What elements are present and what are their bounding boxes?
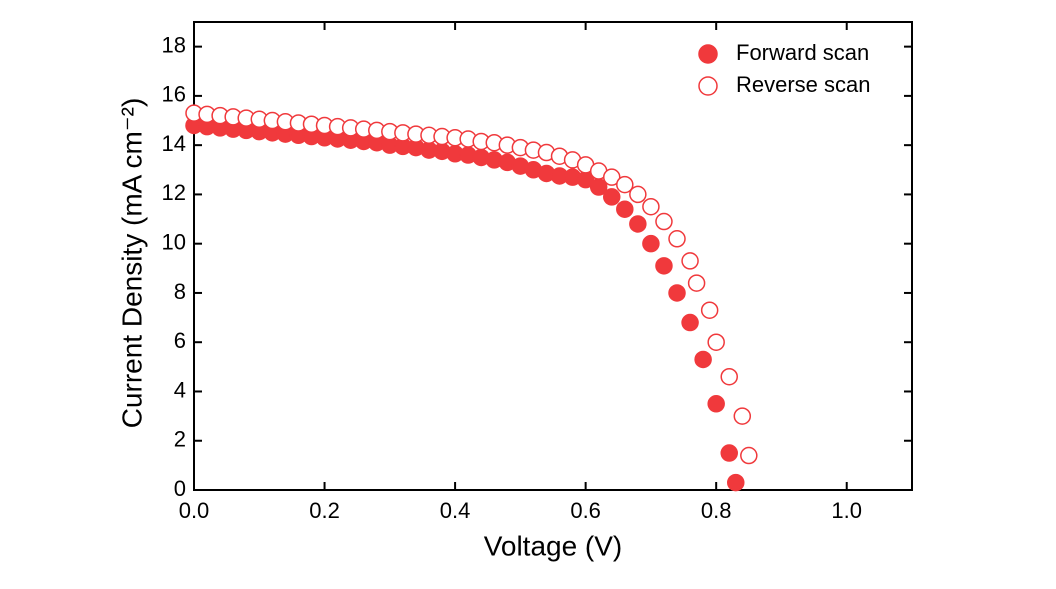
y-axis-label: Current Density (mA cm⁻²) bbox=[116, 98, 147, 429]
y-tick-label: 8 bbox=[174, 279, 186, 304]
x-axis-label: Voltage (V) bbox=[484, 530, 623, 561]
y-tick-label: 18 bbox=[162, 32, 186, 57]
data-point bbox=[707, 395, 725, 413]
y-tick-label: 16 bbox=[162, 82, 186, 107]
legend-label: Forward scan bbox=[736, 40, 869, 65]
y-tick-label: 0 bbox=[174, 476, 186, 501]
data-point bbox=[681, 252, 699, 270]
data-point bbox=[629, 215, 647, 233]
y-tick-label: 4 bbox=[174, 377, 186, 402]
y-tick-label: 10 bbox=[162, 229, 186, 254]
data-point bbox=[720, 444, 738, 462]
x-tick-label: 0.2 bbox=[309, 498, 340, 523]
data-point bbox=[681, 313, 699, 332]
y-tick-label: 14 bbox=[162, 131, 186, 156]
data-point bbox=[629, 185, 647, 204]
data-point bbox=[733, 407, 752, 425]
data-point bbox=[707, 333, 725, 351]
y-tick-label: 2 bbox=[174, 427, 186, 452]
data-point bbox=[720, 367, 738, 386]
data-point bbox=[687, 274, 706, 292]
x-tick-label: 0.6 bbox=[570, 498, 601, 523]
y-tick-label: 6 bbox=[174, 328, 186, 353]
data-point bbox=[616, 175, 634, 194]
data-point bbox=[655, 257, 673, 275]
x-tick-label: 0.4 bbox=[440, 498, 471, 523]
x-tick-label: 1.0 bbox=[831, 498, 862, 523]
legend-marker bbox=[698, 44, 718, 64]
data-point bbox=[602, 168, 621, 186]
x-tick-label: 0.0 bbox=[179, 498, 210, 523]
legend-marker bbox=[698, 76, 718, 96]
legend-label: Reverse scan bbox=[736, 72, 871, 97]
data-point bbox=[700, 301, 719, 319]
data-point bbox=[642, 234, 660, 253]
data-point bbox=[668, 230, 686, 248]
data-point bbox=[668, 284, 686, 302]
plot-frame bbox=[193, 21, 913, 491]
data-point bbox=[694, 350, 712, 369]
y-tick-label: 12 bbox=[162, 180, 186, 205]
data-point bbox=[602, 188, 621, 206]
data-point bbox=[655, 212, 673, 231]
data-point bbox=[642, 197, 660, 216]
data-point bbox=[740, 446, 758, 465]
data-point bbox=[616, 200, 634, 218]
x-tick-label: 0.8 bbox=[701, 498, 732, 523]
data-point bbox=[727, 473, 745, 492]
